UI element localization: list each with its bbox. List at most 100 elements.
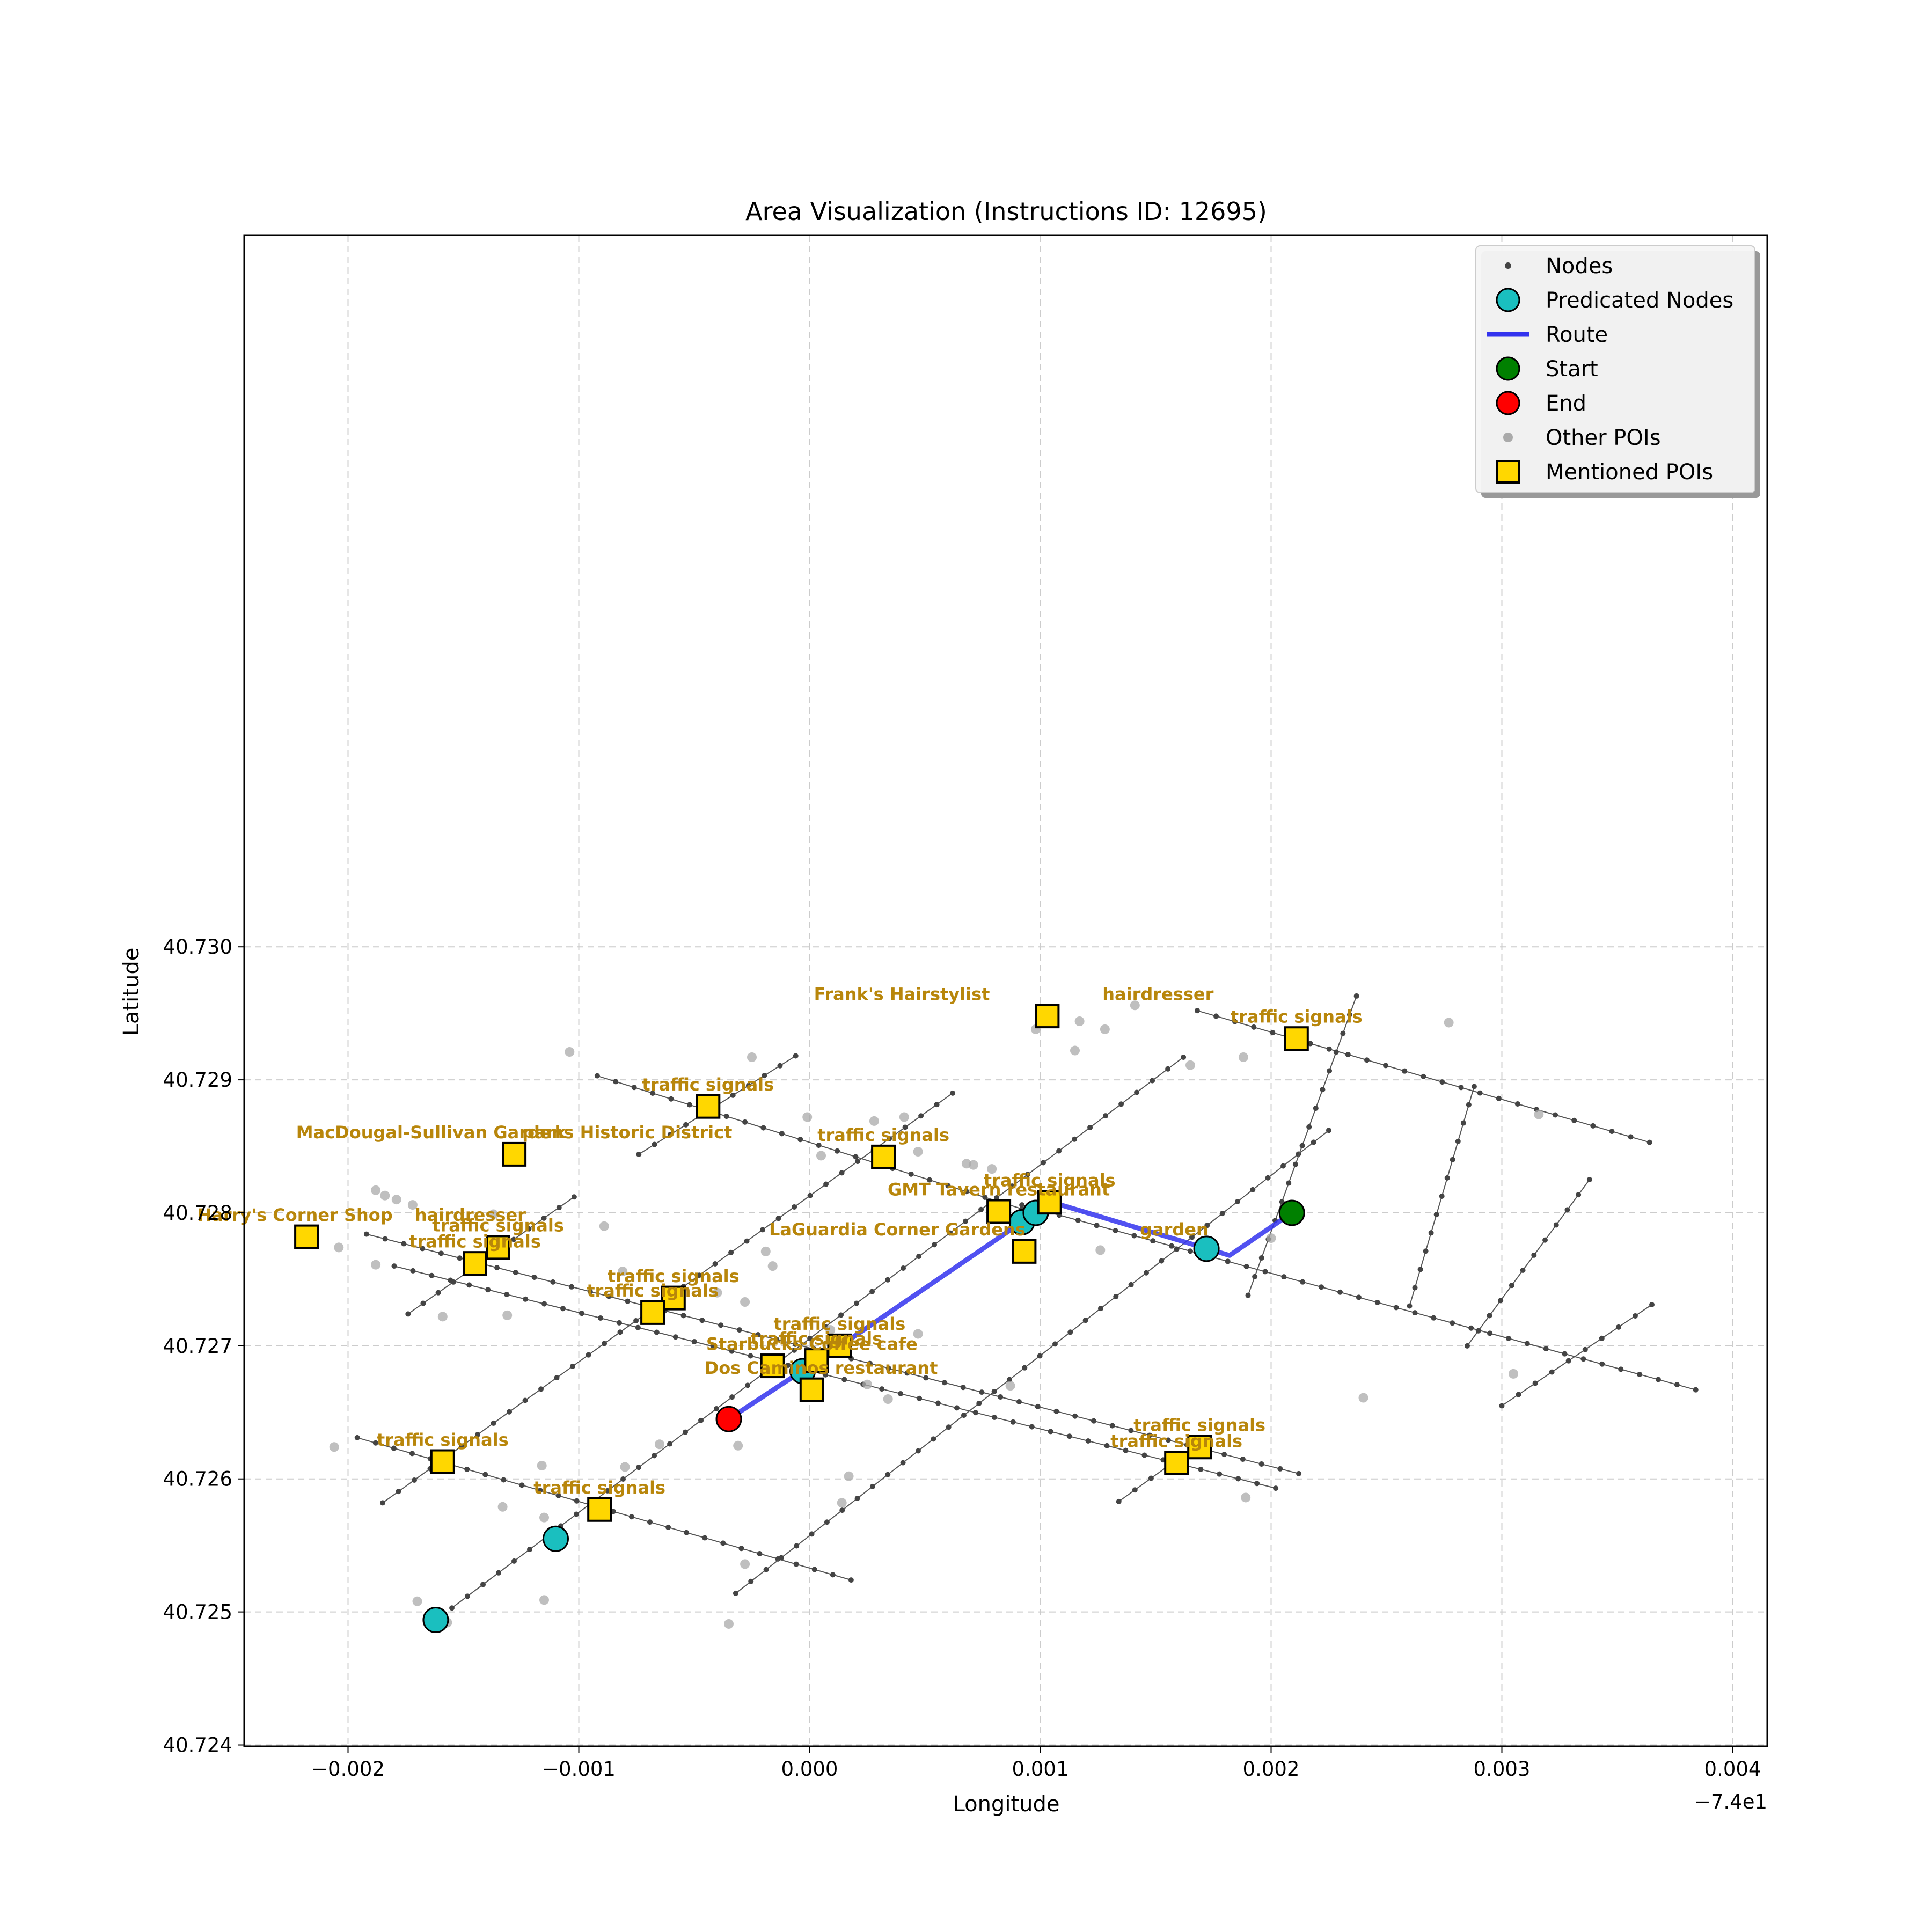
node (1564, 1207, 1570, 1213)
node (1674, 1382, 1680, 1388)
node (745, 1082, 751, 1088)
node (501, 1477, 507, 1483)
node (1169, 1243, 1175, 1249)
legend-items: Nodes Predicated Nodes Route Start End Other … (1487, 254, 1733, 485)
node (823, 1181, 829, 1187)
node (941, 1380, 947, 1386)
node (991, 1388, 997, 1394)
node (420, 1246, 426, 1252)
node (1204, 1223, 1210, 1228)
node (1165, 1437, 1171, 1443)
node (560, 1306, 566, 1312)
node (830, 1572, 836, 1578)
y-tick-label: 40.729 (163, 1069, 232, 1092)
node (1056, 1148, 1062, 1154)
legend-label: Other POIs (1546, 426, 1661, 450)
x-tick-label: −0.002 (311, 1758, 385, 1781)
node (1019, 1202, 1025, 1208)
legend-swatch (1503, 433, 1513, 442)
other-poi (968, 1160, 978, 1170)
plot-frame (243, 234, 1768, 1747)
y-tick-label: 40.726 (163, 1468, 232, 1491)
node (729, 1394, 735, 1400)
other-poi (747, 1052, 757, 1062)
grid-lines (244, 235, 1767, 1746)
node (1465, 1343, 1470, 1349)
node (733, 1590, 738, 1596)
node (778, 1555, 784, 1561)
node (1189, 1234, 1195, 1240)
node (1553, 1112, 1558, 1118)
other-poi (802, 1112, 813, 1122)
node (1016, 1399, 1022, 1404)
node (574, 1511, 580, 1517)
node (760, 1125, 766, 1131)
other-poi (862, 1379, 872, 1389)
y-axis-label: Latitude (119, 948, 144, 1036)
node (683, 1122, 689, 1128)
y-tick-label: 40.724 (163, 1734, 232, 1757)
predicated-node (543, 1525, 569, 1552)
other-poi (334, 1242, 344, 1253)
node (932, 1242, 938, 1248)
node (507, 1409, 513, 1415)
node (1514, 1101, 1520, 1107)
node (809, 1531, 815, 1537)
node (672, 1334, 678, 1340)
node (429, 1272, 435, 1278)
node (1150, 1238, 1156, 1244)
start-end-markers (715, 1199, 1305, 1432)
node (1022, 1365, 1028, 1371)
node (1113, 1293, 1119, 1299)
node (1188, 1248, 1193, 1254)
node (960, 1385, 966, 1391)
mentioned-poi (640, 1300, 665, 1325)
node (1327, 1068, 1333, 1074)
node (1423, 1248, 1429, 1254)
node (496, 1570, 502, 1576)
node (918, 1113, 924, 1119)
node (1524, 1341, 1530, 1346)
node (1553, 1222, 1559, 1228)
y-tick-label: 40.730 (163, 935, 232, 958)
legend-label: Nodes (1546, 254, 1613, 279)
street-segment (735, 1130, 1329, 1594)
node (1104, 1443, 1110, 1448)
node (636, 1151, 642, 1157)
node (729, 1348, 735, 1354)
node (606, 1293, 612, 1299)
node (667, 1132, 673, 1138)
node (1243, 1263, 1249, 1269)
node (1053, 1408, 1059, 1414)
poi-label: Dos Caminos restaurant (705, 1358, 938, 1378)
node (396, 1489, 401, 1495)
mentioned-poi (294, 1224, 319, 1249)
node (1576, 1192, 1582, 1198)
node (1509, 1283, 1514, 1289)
node (950, 1090, 956, 1096)
node (1251, 1024, 1257, 1030)
node (652, 1141, 657, 1147)
node (762, 1073, 767, 1079)
node (1353, 993, 1359, 999)
node (1270, 1030, 1276, 1036)
node (1374, 1299, 1380, 1305)
poi-label: traffic signals (1110, 1431, 1242, 1451)
node (885, 1277, 891, 1283)
node (1252, 1274, 1258, 1279)
node (854, 1495, 860, 1501)
node (1087, 1124, 1093, 1130)
node (554, 1375, 560, 1381)
node (541, 1215, 547, 1221)
poi-label: traffic signals (984, 1170, 1116, 1190)
poi-label: MacDougal-Sullivan Gardens Historic Dist… (296, 1122, 733, 1143)
legend-item: End (1496, 391, 1586, 416)
node (1296, 1470, 1302, 1476)
mentioned-poi (1012, 1239, 1037, 1264)
node (1123, 1447, 1129, 1453)
node (409, 1451, 415, 1457)
node (1273, 1485, 1279, 1491)
other-poi (497, 1502, 508, 1512)
node (1468, 1325, 1474, 1331)
other-poi (899, 1112, 909, 1122)
